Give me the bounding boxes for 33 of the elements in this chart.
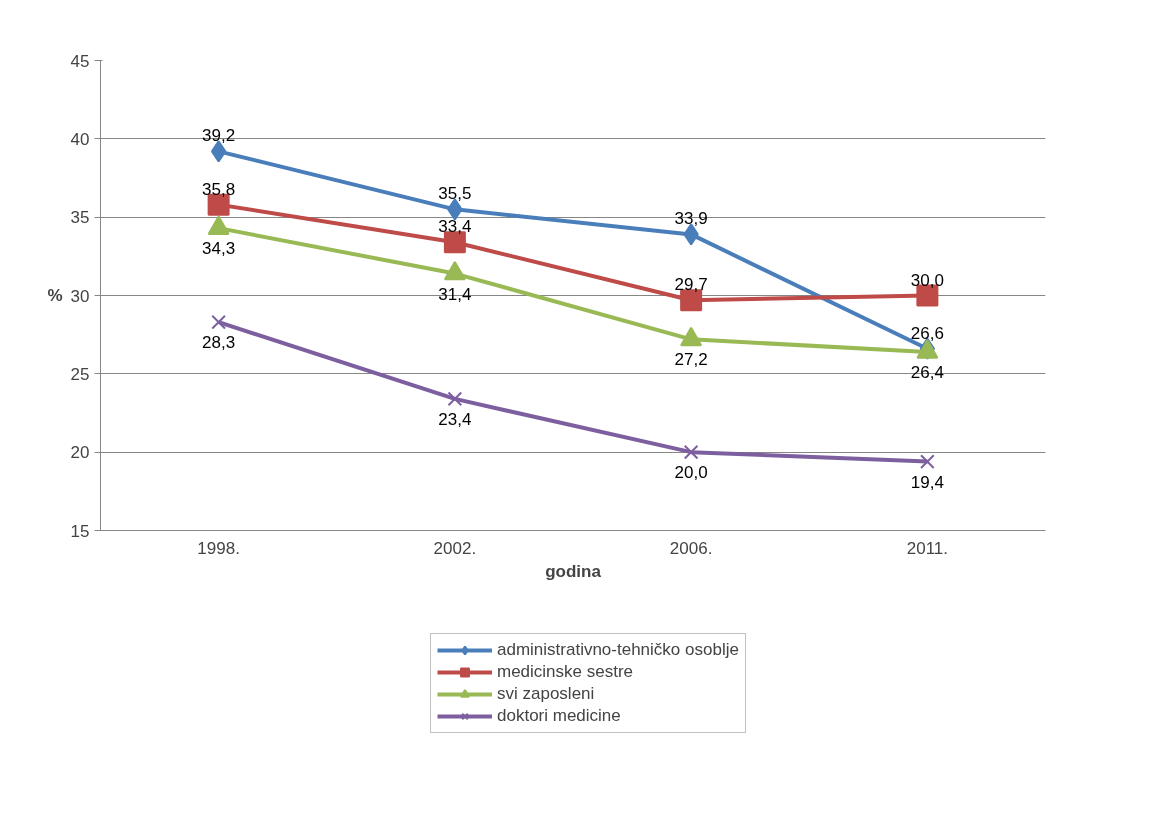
y-tick-label: 35 [70,208,90,228]
data-label: 33,4 [438,217,472,237]
legend-label: doktori medicine [497,706,621,726]
x-axis-title: godina [545,561,602,581]
data-label: 33,9 [674,209,708,229]
data-label: 26,6 [910,323,944,343]
data-label: 35,8 [202,179,236,199]
legend-label: medicinske sestre [497,662,634,682]
data-label: 39,2 [202,126,236,146]
data-label: 19,4 [910,472,944,492]
x-tick-label: 2006. [669,538,713,558]
data-label: 35,5 [438,184,472,204]
data-label: 29,7 [674,275,708,295]
x-tick-label: 2002. [433,538,477,558]
data-label: 31,4 [438,284,472,304]
data-label: 20,0 [674,463,708,483]
y-tick-label: 15 [70,521,90,541]
y-tick-label: 25 [70,364,90,384]
y-tick-label: 30 [70,286,90,306]
data-label: 26,4 [910,362,944,382]
data-label: 23,4 [438,409,472,429]
data-label: 27,2 [674,350,708,370]
y-tick-label: 20 [70,443,90,463]
legend-label: svi zaposleni [497,684,595,704]
data-label: 30,0 [910,270,944,290]
y-tick-label: 40 [70,129,90,149]
data-label: 34,3 [202,239,236,259]
y-tick-label: 45 [70,51,90,71]
x-tick-label: 1998. [197,538,240,558]
data-label: 28,3 [202,333,236,353]
x-tick-label: 2011. [906,538,949,558]
legend-label: administrativno-tehničko osoblje [497,640,739,660]
y-axis-title: % [47,286,63,305]
